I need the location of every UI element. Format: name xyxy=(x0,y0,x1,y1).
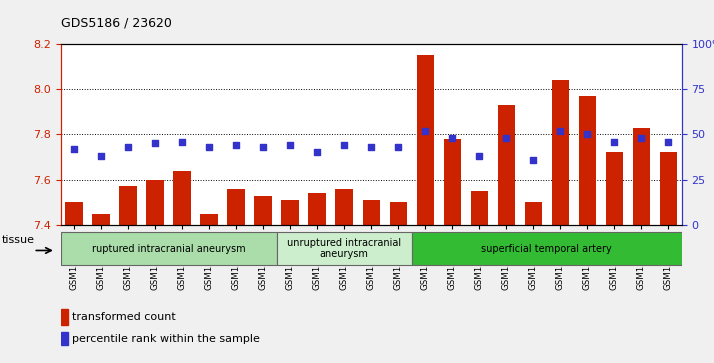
Text: superficial temporal artery: superficial temporal artery xyxy=(481,244,612,254)
Point xyxy=(96,153,107,159)
FancyBboxPatch shape xyxy=(277,232,412,265)
FancyBboxPatch shape xyxy=(412,232,682,265)
Point xyxy=(311,150,323,155)
Bar xyxy=(254,196,272,225)
Point xyxy=(663,139,674,144)
Bar xyxy=(416,55,434,225)
Bar xyxy=(471,191,488,225)
Point xyxy=(231,142,242,148)
Bar xyxy=(443,139,461,225)
Bar xyxy=(498,105,515,225)
Point xyxy=(203,144,215,150)
Bar xyxy=(525,203,542,225)
Point xyxy=(285,142,296,148)
Bar xyxy=(390,203,407,225)
Text: unruptured intracranial
aneurysm: unruptured intracranial aneurysm xyxy=(287,238,401,260)
Text: GDS5186 / 23620: GDS5186 / 23620 xyxy=(61,16,171,29)
Point xyxy=(149,140,161,146)
Bar xyxy=(201,214,218,225)
Point xyxy=(69,146,80,152)
Point xyxy=(258,144,269,150)
Point xyxy=(528,157,539,163)
Bar xyxy=(174,171,191,225)
Bar xyxy=(363,200,380,225)
Point xyxy=(338,142,350,148)
Point xyxy=(555,128,566,134)
Point xyxy=(366,144,377,150)
Text: ruptured intracranial aneurysm: ruptured intracranial aneurysm xyxy=(92,244,246,254)
Bar xyxy=(605,152,623,225)
FancyBboxPatch shape xyxy=(61,232,277,265)
Bar xyxy=(92,214,110,225)
Point xyxy=(473,153,485,159)
Bar xyxy=(146,180,164,225)
Bar xyxy=(228,189,245,225)
Bar xyxy=(61,332,69,345)
Point xyxy=(393,144,404,150)
Bar xyxy=(578,96,596,225)
Bar xyxy=(336,189,353,225)
Bar xyxy=(61,309,69,325)
Bar xyxy=(281,200,299,225)
Text: percentile rank within the sample: percentile rank within the sample xyxy=(71,334,259,344)
Bar xyxy=(66,203,83,225)
Point xyxy=(420,128,431,134)
Point xyxy=(123,144,134,150)
Text: transformed count: transformed count xyxy=(71,312,176,322)
Point xyxy=(176,139,188,144)
Point xyxy=(582,131,593,137)
Bar xyxy=(660,152,677,225)
Point xyxy=(501,135,512,141)
Bar xyxy=(551,80,569,225)
Bar xyxy=(633,127,650,225)
Bar xyxy=(308,193,326,225)
Text: tissue: tissue xyxy=(2,234,35,245)
Point xyxy=(635,135,647,141)
Point xyxy=(446,135,458,141)
Bar xyxy=(119,187,137,225)
Point xyxy=(608,139,620,144)
